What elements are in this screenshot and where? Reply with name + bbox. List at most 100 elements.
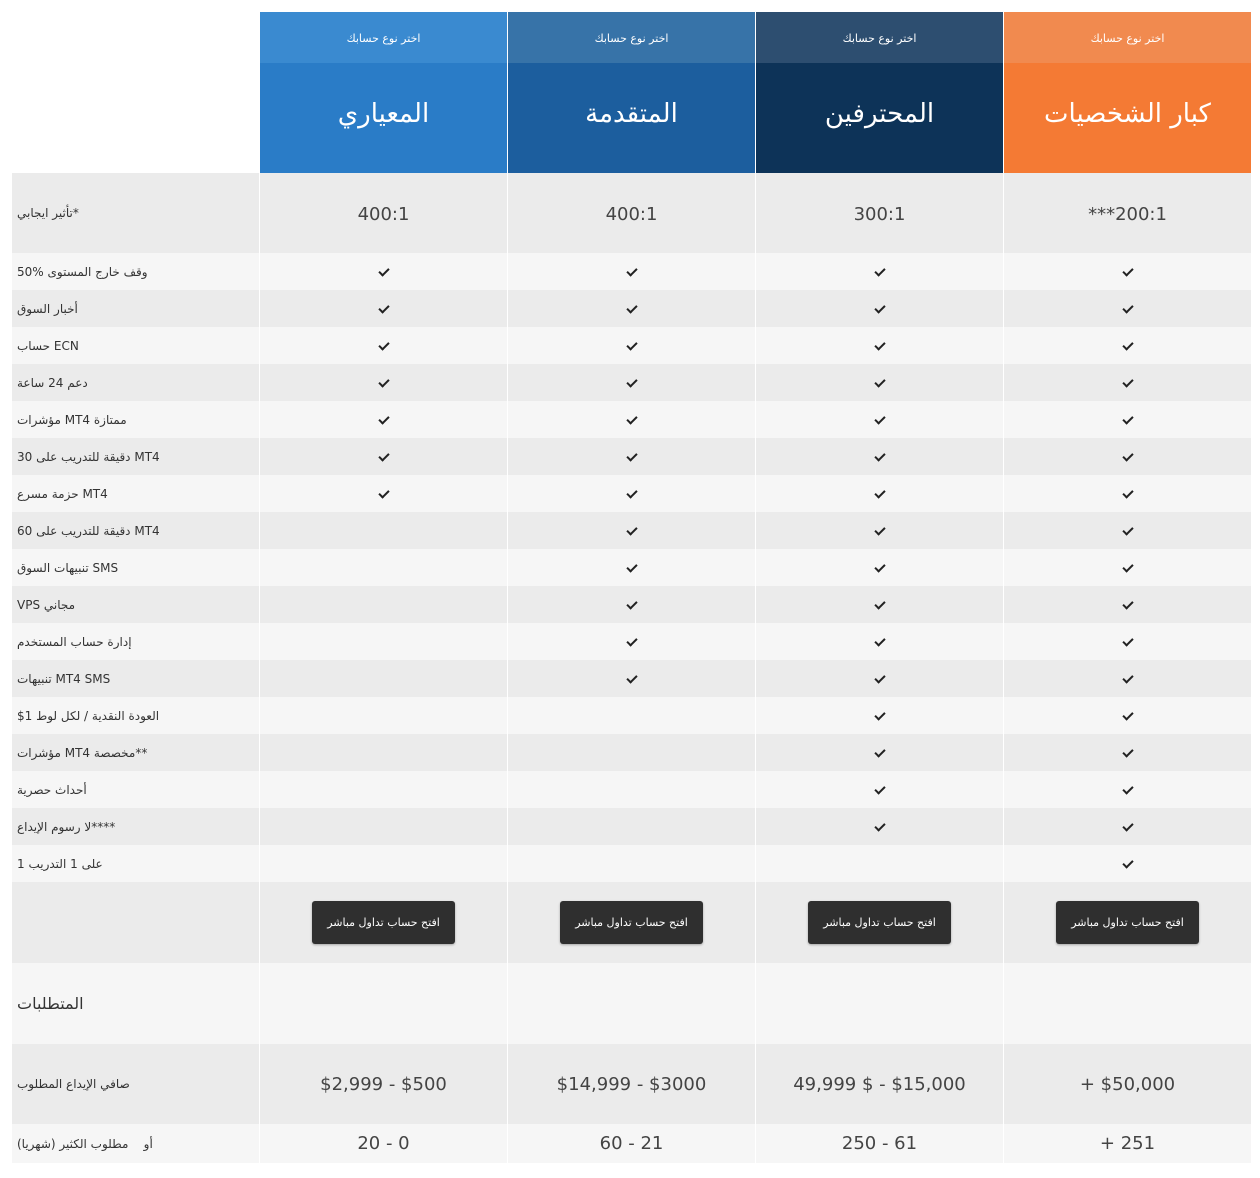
check-icon <box>378 452 390 462</box>
header-plan-row: المعياري المتقدمة المحترفين كبار الشخصيا… <box>12 63 1251 173</box>
check-icon <box>378 341 390 351</box>
feature-cell <box>755 475 1003 512</box>
check-icon <box>626 415 638 425</box>
open-live-account-button[interactable]: افتح حساب تداول مباشر <box>1056 901 1199 944</box>
check-icon <box>378 304 390 314</box>
feature-cell <box>755 438 1003 475</box>
feature-cell <box>507 734 755 771</box>
check-icon <box>626 563 638 573</box>
feature-cell <box>259 808 507 845</box>
check-icon <box>874 674 886 684</box>
check-icon <box>626 600 638 610</box>
feature-row: حزمة مسرع MT4 <box>12 475 1251 512</box>
check-icon <box>1122 859 1134 869</box>
open-account-row: افتح حساب تداول مباشر افتح حساب تداول مب… <box>12 882 1251 963</box>
check-icon <box>874 489 886 499</box>
feature-cell <box>755 808 1003 845</box>
check-icon <box>1122 304 1134 314</box>
feature-cell <box>1003 697 1251 734</box>
check-icon <box>1122 489 1134 499</box>
check-icon <box>1122 341 1134 351</box>
feature-row: دعم 24 ساعة <box>12 364 1251 401</box>
plan-title-standard: المعياري <box>259 63 507 173</box>
check-icon <box>626 526 638 536</box>
check-icon <box>378 489 390 499</box>
feature-label: لا رسوم الإيداع**** <box>17 819 116 834</box>
check-icon <box>378 415 390 425</box>
feature-label: أحداث حصرية <box>17 782 87 797</box>
feature-label: إدارة حساب المستخدم <box>17 634 132 649</box>
leverage-value: ***200:1 <box>1003 173 1251 253</box>
feature-cell <box>259 771 507 808</box>
choose-standard-link[interactable]: اختر نوع حسابك <box>259 12 507 63</box>
check-icon <box>1122 600 1134 610</box>
open-live-account-button[interactable]: افتح حساب تداول مباشر <box>560 901 703 944</box>
choose-professional-link[interactable]: اختر نوع حسابك <box>755 12 1003 63</box>
open-live-account-button[interactable]: افتح حساب تداول مباشر <box>312 901 455 944</box>
feature-row: إدارة حساب المستخدم <box>12 623 1251 660</box>
feature-row: 1 على 1 التدريب <box>12 845 1251 882</box>
check-icon <box>874 452 886 462</box>
feature-cell <box>755 549 1003 586</box>
feature-cell <box>1003 401 1251 438</box>
check-icon <box>626 674 638 684</box>
feature-row: $1 العودة النقدية / لكل لوط <box>12 697 1251 734</box>
check-icon <box>626 304 638 314</box>
check-icon <box>626 267 638 277</box>
leverage-value: 400:1 <box>259 173 507 253</box>
feature-cell <box>507 290 755 327</box>
feature-cell <box>507 475 755 512</box>
feature-cell <box>507 549 755 586</box>
plan-title-advanced: المتقدمة <box>507 63 755 173</box>
feature-cell <box>259 364 507 401</box>
feature-cell <box>507 327 755 364</box>
feature-cell <box>1003 290 1251 327</box>
feature-cell <box>1003 512 1251 549</box>
feature-row: أحداث حصرية <box>12 771 1251 808</box>
check-icon <box>1122 637 1134 647</box>
feature-cell <box>755 845 1003 882</box>
volume-label: أو مطلوب الكثير (شهريا) <box>17 1136 153 1151</box>
feature-cell <box>507 697 755 734</box>
feature-label: 60 دقيقة للتدريب على MT4 <box>17 523 160 538</box>
feature-cell <box>755 623 1003 660</box>
check-icon <box>874 637 886 647</box>
feature-row: تنبيهات السوق SMS <box>12 549 1251 586</box>
feature-cell <box>259 438 507 475</box>
feature-cell <box>507 771 755 808</box>
feature-cell <box>507 586 755 623</box>
feature-row: 50% وقف خارج المستوى <box>12 253 1251 290</box>
feature-cell <box>1003 660 1251 697</box>
feature-label: $1 العودة النقدية / لكل لوط <box>17 708 160 723</box>
feature-cell <box>259 845 507 882</box>
feature-cell <box>507 253 755 290</box>
choose-advanced-link[interactable]: اختر نوع حسابك <box>507 12 755 63</box>
deposit-value: + $50,000 <box>1003 1044 1251 1124</box>
check-icon <box>1122 822 1134 832</box>
feature-cell <box>1003 808 1251 845</box>
check-icon <box>1122 674 1134 684</box>
feature-cell <box>1003 475 1251 512</box>
check-icon <box>874 267 886 277</box>
deposit-value: 49,999 $ - $15,000 <box>755 1044 1003 1124</box>
feature-cell <box>755 327 1003 364</box>
feature-cell <box>507 623 755 660</box>
feature-label: مؤشرات MT4 مخصصة** <box>17 745 148 760</box>
feature-row: لا رسوم الإيداع**** <box>12 808 1251 845</box>
check-icon <box>874 526 886 536</box>
check-icon <box>1122 378 1134 388</box>
feature-list: 50% وقف خارج المستوى أخبار السوق حساب ECN د… <box>12 253 1251 882</box>
feature-row: مؤشرات MT4 مخصصة** <box>12 734 1251 771</box>
check-icon <box>1122 785 1134 795</box>
open-live-account-button[interactable]: افتح حساب تداول مباشر <box>808 901 951 944</box>
deposit-value: $2,999 - $500 <box>259 1044 507 1124</box>
feature-cell <box>259 623 507 660</box>
feature-cell <box>1003 549 1251 586</box>
feature-cell <box>1003 734 1251 771</box>
feature-cell <box>507 438 755 475</box>
choose-vip-link[interactable]: اختر نوع حسابك <box>1003 12 1251 63</box>
check-icon <box>1122 748 1134 758</box>
check-icon <box>626 378 638 388</box>
deposit-value: $14,999 - $3000 <box>507 1044 755 1124</box>
check-icon <box>1122 267 1134 277</box>
